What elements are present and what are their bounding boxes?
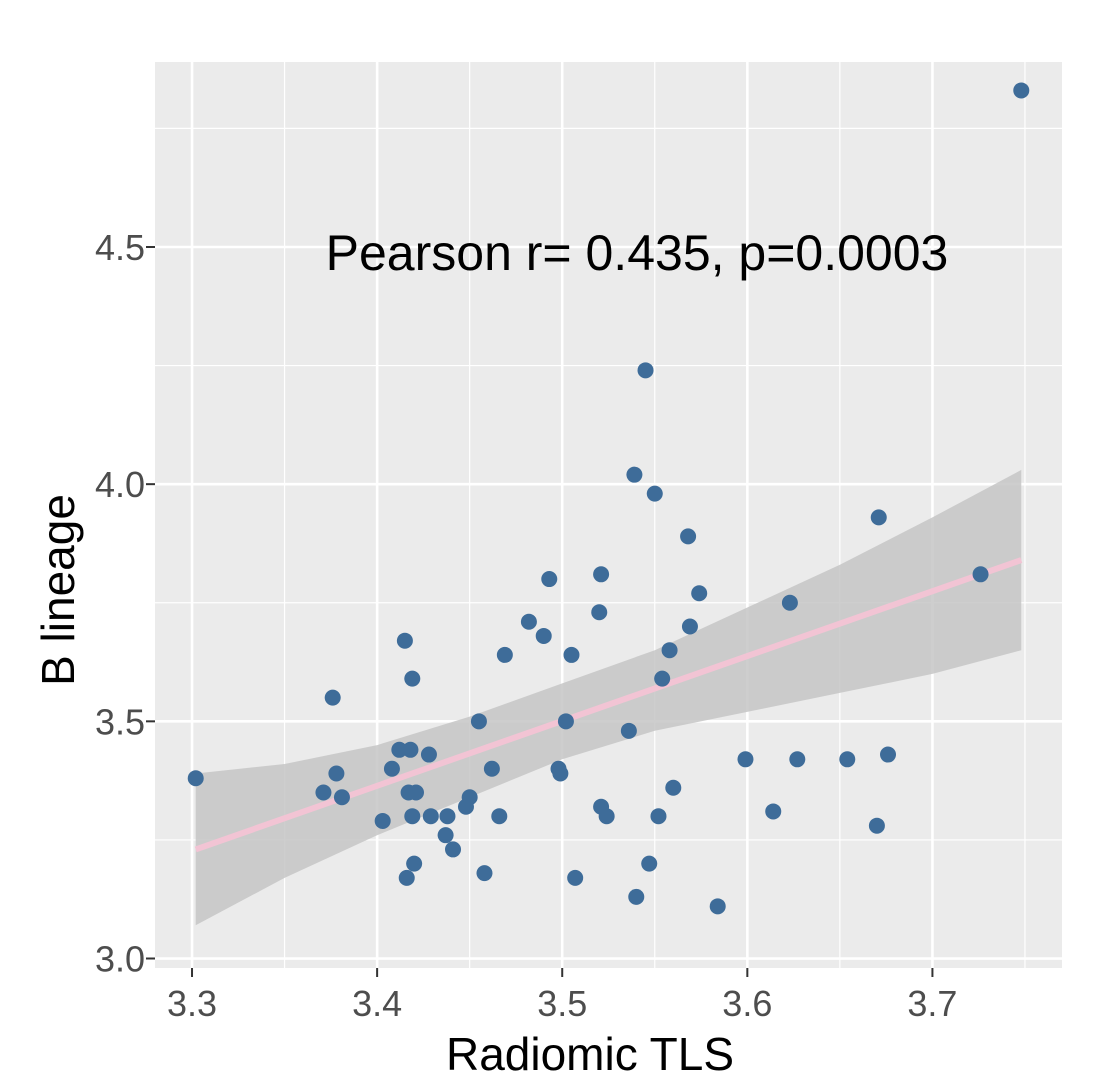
data-point [333, 789, 350, 806]
data-point [665, 779, 682, 796]
data-point [765, 803, 782, 820]
data-point [1013, 82, 1030, 99]
y-tick-label: 3.5 [95, 701, 145, 742]
data-point [789, 751, 806, 768]
data-point [628, 888, 645, 905]
data-point [868, 817, 885, 834]
data-point [637, 362, 654, 379]
data-point [691, 585, 708, 602]
data-point [476, 865, 493, 882]
data-point [646, 485, 663, 502]
data-point [491, 808, 508, 825]
data-point [593, 566, 610, 583]
x-tick-label: 3.6 [722, 983, 772, 1024]
x-tick-label: 3.7 [907, 983, 957, 1024]
data-point [598, 808, 615, 825]
data-point [496, 646, 513, 663]
data-point [870, 509, 887, 526]
data-point [461, 789, 478, 806]
data-point [391, 741, 408, 758]
data-point [324, 689, 341, 706]
confidence-band [195, 469, 1022, 926]
y-tick-label: 3.0 [95, 939, 145, 980]
data-point [557, 713, 574, 730]
data-point [437, 827, 454, 844]
data-point [641, 855, 658, 872]
correlation-annotation: Pearson r= 0.435, p=0.0003 [326, 225, 949, 281]
data-point [420, 746, 437, 763]
data-point [187, 770, 204, 787]
data-point [839, 751, 856, 768]
data-point [315, 784, 332, 801]
x-axis: 3.3 3.4 3.5 3.6 3.7 [167, 968, 957, 1024]
x-tick-label: 3.5 [537, 983, 587, 1024]
data-point [591, 604, 608, 621]
data-point [374, 812, 391, 829]
data-point [737, 751, 754, 768]
data-point [552, 765, 569, 782]
data-point [328, 765, 345, 782]
data-point [661, 642, 678, 659]
data-point [880, 746, 897, 763]
data-point [404, 808, 421, 825]
x-tick-label: 3.3 [167, 983, 217, 1024]
regression-line [194, 557, 1023, 853]
data-point [709, 898, 726, 915]
data-point [439, 808, 456, 825]
data-point [404, 670, 421, 687]
data-point [445, 841, 462, 858]
data-point [972, 566, 989, 583]
data-point [383, 760, 400, 777]
data-point [620, 722, 637, 739]
x-axis-title: Radiomic TLS [446, 1028, 734, 1080]
data-point [470, 713, 487, 730]
y-tick-label: 4.0 [95, 464, 145, 505]
y-tick-label: 4.5 [95, 227, 145, 268]
data-point [654, 670, 671, 687]
data-point [680, 528, 697, 545]
data-point [398, 869, 415, 886]
data-point [520, 613, 537, 630]
data-point [483, 760, 500, 777]
data-point [626, 466, 643, 483]
data-point [406, 855, 423, 872]
x-tick-label: 3.4 [352, 983, 402, 1024]
y-axis-title: B lineage [32, 494, 84, 686]
y-axis: 3.0 3.5 4.0 4.5 [95, 227, 155, 980]
data-point [650, 808, 667, 825]
data-point [422, 808, 439, 825]
data-point [541, 571, 558, 588]
data-point [396, 632, 413, 649]
data-point [681, 618, 698, 635]
data-point [407, 784, 424, 801]
data-point [563, 646, 580, 663]
data-point [567, 869, 584, 886]
data-point [402, 741, 419, 758]
data-points [187, 82, 1030, 915]
data-point [535, 627, 552, 644]
data-point [781, 594, 798, 611]
